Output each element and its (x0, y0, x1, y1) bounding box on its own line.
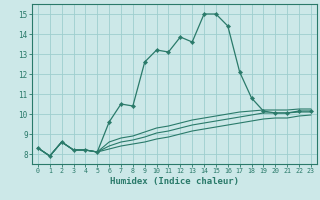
X-axis label: Humidex (Indice chaleur): Humidex (Indice chaleur) (110, 177, 239, 186)
